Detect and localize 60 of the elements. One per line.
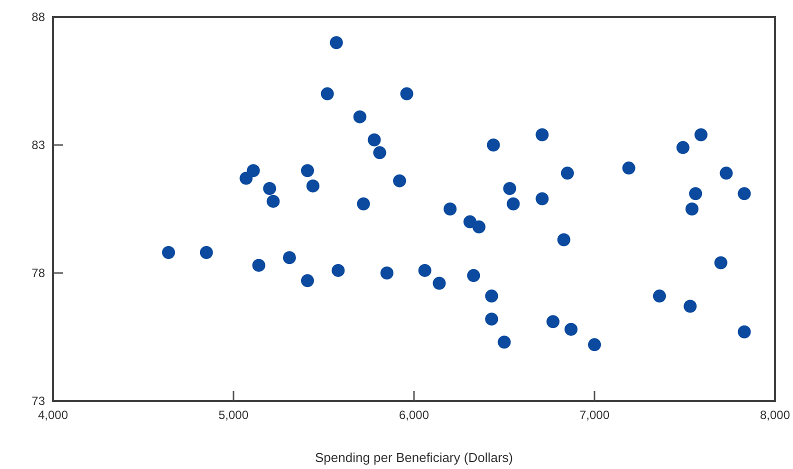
point [373, 146, 386, 160]
point [689, 187, 702, 200]
x-tick-label: 5,000 [218, 408, 249, 422]
point [162, 246, 176, 260]
point [200, 246, 213, 260]
point [486, 138, 500, 152]
point [301, 164, 314, 178]
point [498, 336, 511, 349]
point [536, 192, 549, 206]
point [240, 172, 253, 185]
point [266, 194, 280, 208]
x-axis-title: Spending per Beneficiary (Dollars) [315, 450, 513, 465]
x-tick-label: 6,000 [398, 408, 430, 422]
point [444, 202, 457, 216]
point [684, 300, 697, 313]
x-tick-label: 8,000 [760, 408, 790, 422]
point [588, 338, 601, 352]
point [622, 162, 636, 175]
point [246, 164, 260, 178]
point [320, 87, 334, 100]
point [472, 220, 486, 234]
point [485, 312, 498, 326]
point [564, 322, 578, 336]
point [356, 197, 370, 210]
point [536, 128, 549, 142]
point [503, 182, 516, 196]
point [738, 187, 751, 200]
point [685, 202, 698, 216]
point [546, 315, 560, 328]
point [506, 197, 520, 210]
y-tick-label: 73 [32, 394, 46, 408]
y-tick-label: 83 [32, 138, 46, 152]
point [306, 179, 320, 192]
point [652, 290, 666, 303]
point [557, 233, 570, 246]
point [485, 290, 498, 303]
point [330, 36, 343, 50]
point [714, 256, 728, 270]
point [332, 264, 345, 277]
point [252, 258, 266, 272]
x-tick-label: 7,000 [579, 408, 610, 422]
point [393, 174, 406, 188]
point [694, 128, 708, 142]
point [418, 264, 432, 277]
point [738, 325, 751, 338]
point [301, 274, 314, 288]
point [560, 166, 574, 180]
point [368, 133, 381, 146]
point [676, 141, 690, 154]
point [720, 166, 733, 180]
point [467, 269, 480, 282]
point [400, 87, 414, 100]
y-tick-label: 78 [32, 266, 46, 280]
point [263, 182, 276, 196]
y-tick-label: 88 [32, 10, 46, 24]
point [432, 276, 446, 290]
point [380, 266, 394, 280]
point [353, 110, 366, 124]
x-tick-label: 4,000 [38, 408, 68, 422]
point [282, 251, 296, 264]
